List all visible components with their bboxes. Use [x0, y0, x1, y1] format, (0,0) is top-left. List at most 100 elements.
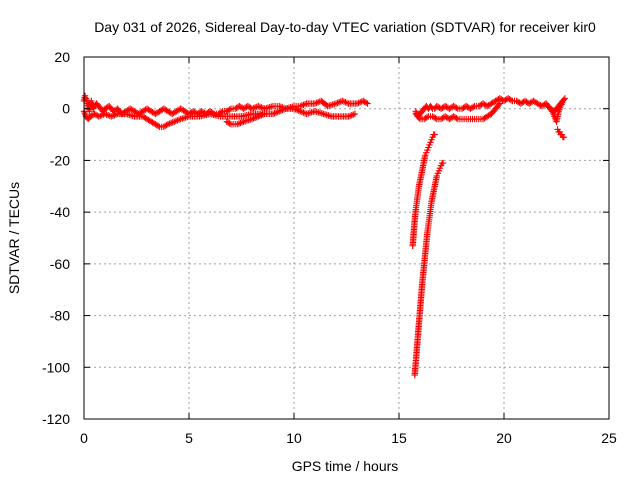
data-point	[255, 102, 262, 110]
grid-layer	[84, 57, 609, 419]
data-point	[234, 121, 241, 128]
data-point	[248, 115, 256, 123]
data-point	[256, 103, 264, 110]
x-tick-label: 10	[286, 430, 302, 446]
data-point	[335, 99, 343, 106]
data-point	[293, 106, 301, 114]
data-point	[311, 100, 319, 107]
data-point	[174, 117, 181, 124]
data-point	[431, 131, 438, 138]
y-tick-label: -40	[50, 204, 70, 220]
data-point	[250, 115, 257, 122]
x-tick-label: 20	[496, 430, 512, 446]
data-point	[97, 112, 104, 120]
axis-ticks	[83, 56, 610, 420]
data-point	[279, 106, 286, 114]
data-point	[95, 113, 102, 120]
data-point	[255, 113, 262, 120]
data-point	[561, 95, 569, 102]
data-point	[251, 104, 259, 111]
y-tick-label: -100	[42, 359, 70, 375]
data-point	[253, 113, 260, 121]
x-tick-label: 0	[80, 430, 88, 446]
data-point	[163, 121, 170, 129]
data-point	[271, 110, 278, 117]
data-point	[108, 113, 115, 120]
data-point	[495, 101, 502, 109]
data-point	[169, 119, 176, 126]
data-point	[98, 111, 106, 119]
data-point	[277, 107, 285, 114]
data-point	[355, 99, 362, 107]
data-point	[104, 111, 112, 119]
data-point	[171, 118, 178, 125]
data-point	[238, 119, 246, 126]
y-tick-label: -20	[50, 152, 70, 168]
data-point	[345, 113, 352, 120]
x-tick-label: 15	[391, 430, 407, 446]
data-point	[348, 111, 355, 119]
data-point	[496, 100, 503, 107]
data-point	[167, 119, 175, 127]
data-point	[226, 120, 233, 127]
y-axis-label: SDTVAR / TECUs	[6, 182, 22, 294]
data-point	[298, 102, 306, 109]
data-point	[256, 112, 264, 120]
data-point	[259, 111, 267, 118]
data-point	[111, 111, 118, 119]
data-point	[297, 108, 304, 115]
data-point	[155, 122, 162, 130]
data-point	[350, 111, 357, 118]
data-point	[237, 119, 244, 127]
y-tick-label: -80	[50, 308, 70, 324]
x-tick-label: 5	[185, 430, 193, 446]
data-point	[453, 114, 460, 122]
data-point	[218, 108, 225, 116]
y-tick-label: 20	[54, 49, 70, 65]
data-point	[250, 104, 257, 112]
data-point	[103, 111, 110, 118]
data-point	[290, 105, 298, 112]
data-point	[560, 133, 568, 141]
data-point	[346, 112, 354, 120]
data-point	[415, 114, 423, 121]
data-point	[251, 114, 259, 121]
data-point	[300, 101, 307, 109]
data-point	[439, 159, 447, 167]
data-point	[343, 99, 351, 107]
data-point	[300, 109, 307, 116]
data-point	[276, 108, 283, 115]
data-point	[334, 99, 341, 107]
data-point	[258, 104, 265, 111]
plot-frame	[83, 56, 610, 420]
data-point	[423, 114, 431, 121]
data-point	[432, 114, 439, 122]
data-point	[248, 105, 256, 112]
data-point	[362, 99, 370, 106]
data-point	[258, 111, 265, 119]
axis-tick-labels: 0 5 10 15 20 25 20 0 -20 -40 -60 -80 -100 -120	[42, 49, 617, 446]
data-point	[269, 110, 277, 118]
chart-title: Day 031 of 2026, Sidereal Day-to-day VTE…	[94, 19, 596, 35]
data-point	[109, 112, 117, 120]
data-point	[332, 100, 340, 107]
data-point	[274, 108, 281, 116]
data-point	[313, 99, 320, 107]
data-point	[164, 121, 172, 128]
x-axis-label: GPS time / hours	[292, 458, 399, 474]
data-point	[453, 104, 460, 112]
y-tick-label: -120	[42, 411, 70, 427]
data-point	[172, 117, 180, 125]
data-point	[301, 100, 309, 108]
data-point	[340, 98, 348, 105]
y-tick-label: -60	[50, 256, 70, 272]
data-point	[175, 116, 183, 123]
x-tick-label: 25	[601, 430, 617, 446]
data-point	[507, 96, 515, 104]
data-point	[292, 106, 299, 113]
data-point	[339, 97, 346, 105]
data-point	[364, 100, 371, 107]
data-point	[298, 108, 306, 116]
